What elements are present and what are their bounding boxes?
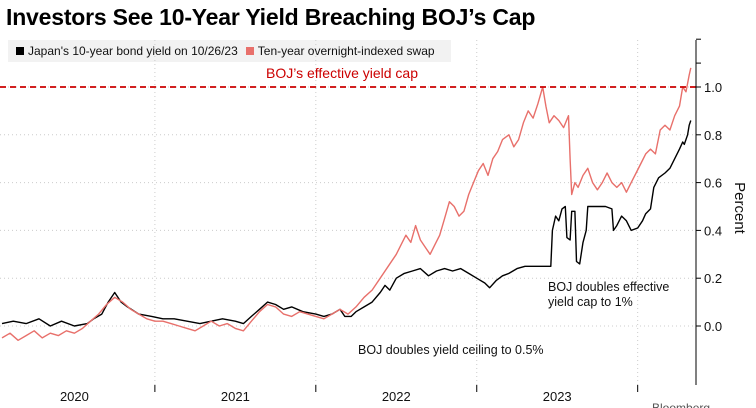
series-layer: [0, 67, 696, 341]
label-layer: BOJ’s effective yield cap 0.0 0.2 0.4 0.6 0.8…: [60, 65, 748, 408]
x-tick-label: 2020: [60, 389, 89, 404]
legend-label-jgb: Japan's 10-year bond yield on 10/26/23: [28, 44, 238, 58]
y-tick-label: 0.4: [704, 223, 722, 238]
y-tick-label: 0.0: [704, 319, 722, 334]
x-tick-label: 2022: [382, 389, 411, 404]
annotation-cap-1: BOJ doubles effective: [548, 280, 669, 294]
y-tick-label: 1.0: [704, 80, 722, 95]
series-line-swap: [1, 67, 692, 341]
legend-label-swap: Ten-year overnight-indexed swap: [257, 44, 435, 58]
legend-item-jgb: Japan's 10-year bond yield on 10/26/23: [16, 44, 238, 58]
legend-swatch-jgb: [16, 47, 24, 55]
annotation-ceiling-0-5: BOJ doubles yield ceiling to 0.5%: [358, 343, 544, 357]
legend-swatch-swap: [245, 47, 254, 55]
chart-legend: Japan's 10-year bond yield on 10/26/23 T…: [8, 40, 451, 62]
y-tick-label: 0.2: [704, 271, 722, 286]
y-tick-label: 0.8: [704, 128, 722, 143]
source-credit: Bloomberg: [652, 401, 710, 408]
series-line-jgb: [1, 120, 692, 327]
chart-title: Investors See 10-Year Yield Breaching BO…: [6, 4, 536, 30]
x-tick-label: 2021: [221, 389, 250, 404]
grid-layer: [0, 40, 696, 385]
y-axis-title: Percent: [731, 182, 748, 235]
x-tick-label: 2023: [543, 389, 572, 404]
reference-line-label: BOJ’s effective yield cap: [266, 65, 418, 81]
axis-layer: [154, 38, 701, 392]
legend-item-swap: Ten-year overnight-indexed swap: [245, 44, 435, 58]
annotation-cap-1: yield cap to 1%: [548, 295, 633, 309]
y-tick-label: 0.6: [704, 176, 722, 191]
